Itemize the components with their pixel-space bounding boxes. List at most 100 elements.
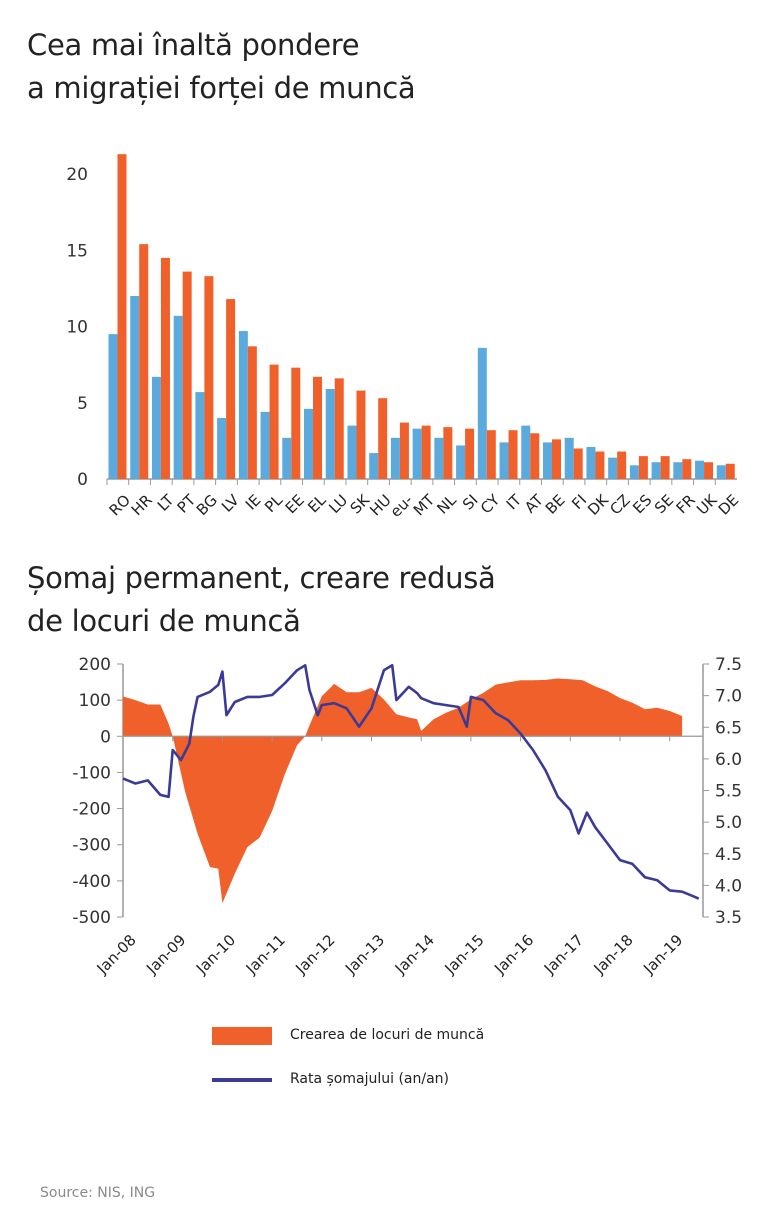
legend-swatch-line — [212, 1078, 272, 1082]
bar-MT-orange — [421, 425, 431, 479]
right-tick-label: 4.5 — [715, 845, 742, 865]
bar-DE-blue — [716, 465, 726, 479]
y-tick-label: 5 — [77, 394, 88, 414]
jobs-creation-area — [123, 678, 683, 904]
bar-FR-blue — [673, 462, 683, 479]
bar-CY-orange — [486, 430, 496, 479]
bar-PL-orange — [269, 364, 279, 479]
bar-CZ-blue — [608, 457, 618, 479]
bar-IT-blue — [499, 442, 509, 479]
bar-RO-orange — [117, 154, 127, 480]
bar-HU-blue — [369, 453, 379, 479]
bar-BE-orange — [551, 439, 561, 479]
bar-NL-blue — [434, 437, 444, 479]
bar-AT-blue — [521, 425, 531, 479]
bar-SE-blue — [651, 462, 661, 479]
bar-LU-orange — [334, 378, 344, 479]
right-tick-label: 7.5 — [715, 655, 742, 675]
y-tick-label: 0 — [77, 470, 88, 490]
y-tick-label: 10 — [66, 318, 88, 338]
x-tick-label: Jan-11 — [242, 931, 289, 978]
chart2-title-line1: Șomaj permanent, creare redusă — [27, 561, 496, 595]
bar-SI-blue — [456, 445, 466, 479]
right-tick-label: 6.0 — [715, 750, 742, 770]
chart2-title: Șomaj permanent, creare redusă de locuri… — [27, 557, 496, 643]
right-tick-label: 5.0 — [715, 813, 742, 833]
x-tick-label: Jan-16 — [490, 931, 537, 978]
bar-CZ-orange — [617, 451, 627, 479]
bar-EE-orange — [291, 367, 301, 479]
chart1-title-line2: a migrației forței de muncă — [27, 71, 416, 105]
bar-MT-blue — [412, 428, 422, 479]
bar-ES-orange — [638, 456, 648, 479]
bar-DK-orange — [595, 451, 605, 479]
bar-HR-orange — [139, 244, 149, 479]
legend-label-jobs: Crearea de locuri de muncă — [290, 1027, 485, 1043]
x-tick-label: Jan-08 — [93, 931, 140, 978]
right-tick-label: 6.5 — [715, 718, 742, 738]
bar-BG-orange — [204, 276, 214, 479]
right-tick-label: 4.0 — [715, 876, 742, 896]
right-tick-label: 5.5 — [715, 782, 742, 802]
x-tick-label: Jan-17 — [540, 931, 587, 978]
bar-IT-orange — [508, 430, 518, 479]
bar-EE-blue — [282, 437, 292, 479]
bar-LV-blue — [217, 418, 227, 479]
x-tick-label: Jan-19 — [639, 931, 686, 978]
left-tick-label: 100 — [79, 691, 111, 711]
y-tick-label: 15 — [66, 241, 88, 261]
left-tick-label: -200 — [72, 800, 111, 820]
x-tick-label: Jan-10 — [192, 931, 239, 978]
bar-BE-blue — [542, 442, 552, 479]
x-tick-label: Jan-14 — [391, 931, 438, 978]
bar-LU-blue — [325, 389, 335, 479]
bar-FI-blue — [564, 437, 574, 479]
x-tick-label: Jan-13 — [341, 931, 388, 978]
bar-UK-orange — [704, 462, 714, 479]
bar-IE-orange — [247, 346, 257, 479]
bar-EL-blue — [304, 408, 314, 479]
bar-LT-orange — [160, 257, 170, 479]
bar-RO-blue — [108, 334, 118, 479]
bar-EL-orange — [313, 376, 323, 479]
left-tick-label: 200 — [79, 655, 111, 675]
left-tick-label: -100 — [72, 763, 111, 783]
bar-HU-orange — [378, 398, 388, 479]
bar-ES-blue — [629, 465, 639, 479]
bar-HR-blue — [130, 296, 140, 479]
y-tick-label: 20 — [66, 165, 88, 185]
bar-SK-orange — [356, 390, 366, 479]
bar-IE-blue — [238, 331, 248, 479]
bar-DE-orange — [725, 463, 735, 479]
bar-eu--orange — [399, 422, 409, 479]
bar-SK-blue — [347, 425, 357, 479]
bar-eu--blue — [390, 437, 400, 479]
left-tick-label: -300 — [72, 836, 111, 856]
right-tick-label: 3.5 — [715, 908, 742, 928]
right-tick-label: 7.0 — [715, 687, 742, 707]
legend-label-unemployment: Rata șomajului (an/an) — [290, 1071, 450, 1087]
bar-PT-blue — [173, 315, 183, 479]
x-tick-label: Jan-15 — [441, 931, 488, 978]
bar-DK-blue — [586, 446, 596, 479]
bar-LV-orange — [226, 299, 236, 479]
bar-SE-orange — [660, 456, 670, 479]
bar-CY-blue — [477, 347, 487, 479]
left-tick-label: -400 — [72, 872, 111, 892]
left-tick-label: 0 — [100, 727, 111, 747]
bar-FI-orange — [573, 448, 583, 479]
x-tick-label: Jan-12 — [291, 931, 338, 978]
bar-SI-orange — [465, 428, 475, 479]
bar-FR-orange — [682, 459, 692, 479]
x-tick-label: Jan-09 — [142, 931, 189, 978]
chart1-title-line1: Cea mai înaltă pondere — [27, 28, 360, 62]
x-tick-label: Jan-18 — [590, 931, 637, 978]
chart1-title: Cea mai înaltă pondere a migrației forțe… — [27, 24, 416, 110]
bar-BG-blue — [195, 392, 205, 479]
chart2-title-line2: de locuri de muncă — [27, 604, 301, 638]
bar-PL-blue — [260, 411, 270, 479]
left-tick-label: -500 — [72, 908, 111, 928]
